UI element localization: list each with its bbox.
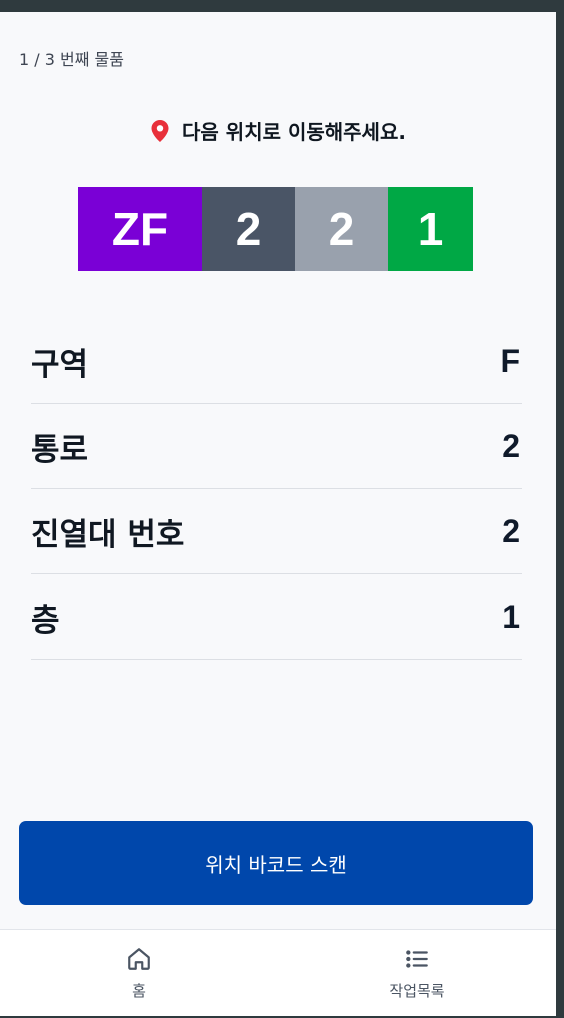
location-segment-level: 1 [388, 187, 473, 271]
detail-value: 2 [502, 427, 520, 464]
app-screen: 1 / 3 번째 물품 다음 위치로 이동해주세요. ZF 2 2 1 구역 F… [0, 12, 556, 1016]
nav-item-home[interactable]: 홈 [0, 930, 278, 1016]
list-icon [406, 949, 428, 968]
home-icon [128, 947, 150, 970]
detail-label: 진열대 번호 [31, 516, 185, 553]
detail-row-level: 층 1 [31, 575, 522, 660]
location-segment-rack: 2 [295, 187, 388, 271]
instruction-row: 다음 위치로 이동해주세요. [0, 116, 556, 145]
detail-value: F [500, 342, 520, 379]
location-segment-zone-prefix: ZF [78, 187, 202, 271]
detail-row-zone: 구역 F [31, 319, 522, 404]
detail-value: 1 [502, 598, 520, 635]
nav-label: 작업목록 [389, 981, 445, 1000]
location-pin-icon [151, 119, 169, 142]
detail-label: 통로 [31, 431, 89, 468]
instruction-text: 다음 위치로 이동해주세요. [182, 120, 406, 144]
detail-value: 2 [502, 512, 520, 549]
detail-label: 층 [31, 602, 60, 639]
location-code: ZF 2 2 1 [78, 187, 473, 271]
nav-label: 홈 [132, 981, 146, 1000]
nav-item-task-list[interactable]: 작업목록 [278, 930, 556, 1016]
detail-row-rack: 진열대 번호 2 [31, 489, 522, 574]
detail-row-aisle: 통로 2 [31, 404, 522, 489]
bottom-nav: 홈 작업목록 [0, 929, 556, 1016]
detail-label: 구역 [31, 346, 89, 383]
location-segment-aisle: 2 [202, 187, 295, 271]
item-progress: 1 / 3 번째 물품 [19, 50, 124, 69]
scan-location-barcode-button[interactable]: 위치 바코드 스캔 [19, 821, 533, 905]
